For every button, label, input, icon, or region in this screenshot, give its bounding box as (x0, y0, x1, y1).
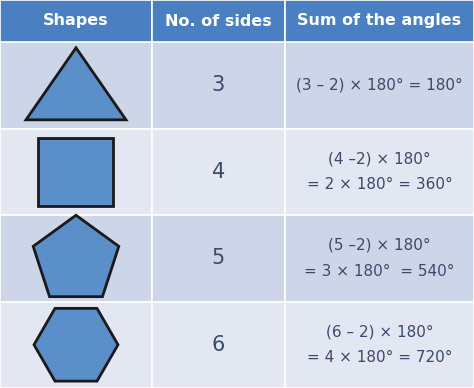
Text: (3 – 2) × 180° = 180°: (3 – 2) × 180° = 180° (296, 78, 463, 93)
Text: Sum of the angles: Sum of the angles (298, 14, 462, 28)
Text: = 2 × 180° = 360°: = 2 × 180° = 360° (307, 177, 452, 192)
Bar (0, 0, 152, 42)
Text: (4 –2) × 180°: (4 –2) × 180° (328, 151, 431, 166)
Polygon shape (33, 215, 119, 297)
Bar (285, 128, 474, 215)
Text: 5: 5 (212, 248, 225, 268)
Text: 4: 4 (212, 162, 225, 182)
Text: 6: 6 (212, 335, 225, 355)
Bar (285, 301, 474, 388)
Text: Shapes: Shapes (43, 14, 109, 28)
Bar (152, 42, 285, 128)
Text: (5 –2) × 180°: (5 –2) × 180° (328, 238, 431, 253)
Bar (152, 215, 285, 301)
Bar (152, 301, 285, 388)
Bar (0, 42, 152, 128)
Bar (0, 128, 152, 215)
Polygon shape (26, 48, 126, 120)
Bar (0, 301, 152, 388)
Text: (6 – 2) × 180°: (6 – 2) × 180° (326, 324, 433, 339)
Bar (152, 0, 285, 42)
Text: = 4 × 180° = 720°: = 4 × 180° = 720° (307, 350, 452, 365)
Bar (0, 215, 152, 301)
Bar (285, 0, 474, 42)
Polygon shape (34, 308, 118, 381)
Bar (38, 138, 113, 206)
Bar (285, 42, 474, 128)
Text: = 3 × 180°  = 540°: = 3 × 180° = 540° (304, 264, 455, 279)
Text: No. of sides: No. of sides (165, 14, 272, 28)
Bar (285, 215, 474, 301)
Bar (152, 128, 285, 215)
Text: 3: 3 (212, 75, 225, 95)
